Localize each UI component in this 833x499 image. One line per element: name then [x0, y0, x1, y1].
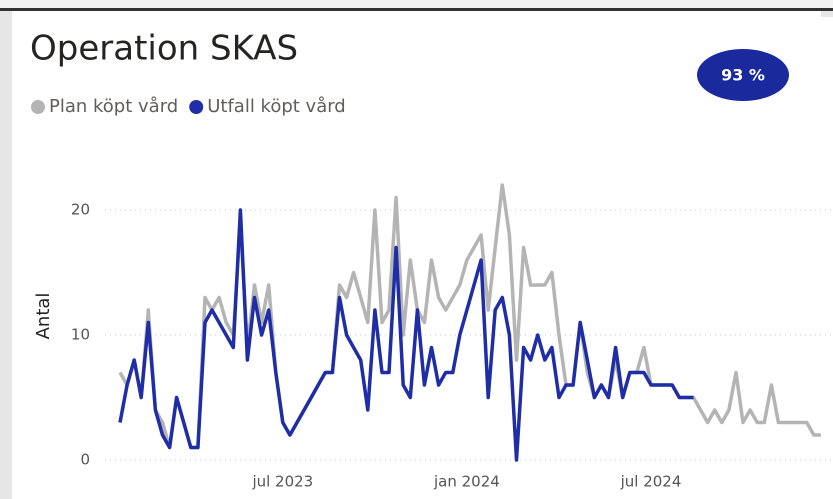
- legend-label: Plan köpt vård: [49, 96, 178, 117]
- top-band: [0, 0, 833, 8]
- legend-marker: [189, 100, 204, 114]
- x-tick-label: jul 2024: [620, 473, 682, 491]
- y-axis-label: Antal: [33, 293, 54, 340]
- series-line: [118, 183, 821, 450]
- y-tick-label: 20: [71, 201, 90, 219]
- x-tick-label: jan 2024: [433, 473, 500, 491]
- kpi-value: 93 %: [721, 66, 765, 85]
- left-band: [0, 11, 12, 499]
- y-tick-label: 0: [80, 451, 90, 469]
- legend-marker: [31, 100, 45, 114]
- chart-title: Operation SKAS: [30, 29, 298, 69]
- kpi-badge: [697, 49, 789, 101]
- legend-label: Utfall köpt vård: [207, 96, 346, 117]
- x-tick-label: jul 2023: [251, 473, 313, 491]
- y-tick-label: 10: [71, 326, 90, 344]
- series-line: [118, 208, 694, 462]
- right-band: [821, 11, 833, 17]
- top-border: [0, 8, 833, 11]
